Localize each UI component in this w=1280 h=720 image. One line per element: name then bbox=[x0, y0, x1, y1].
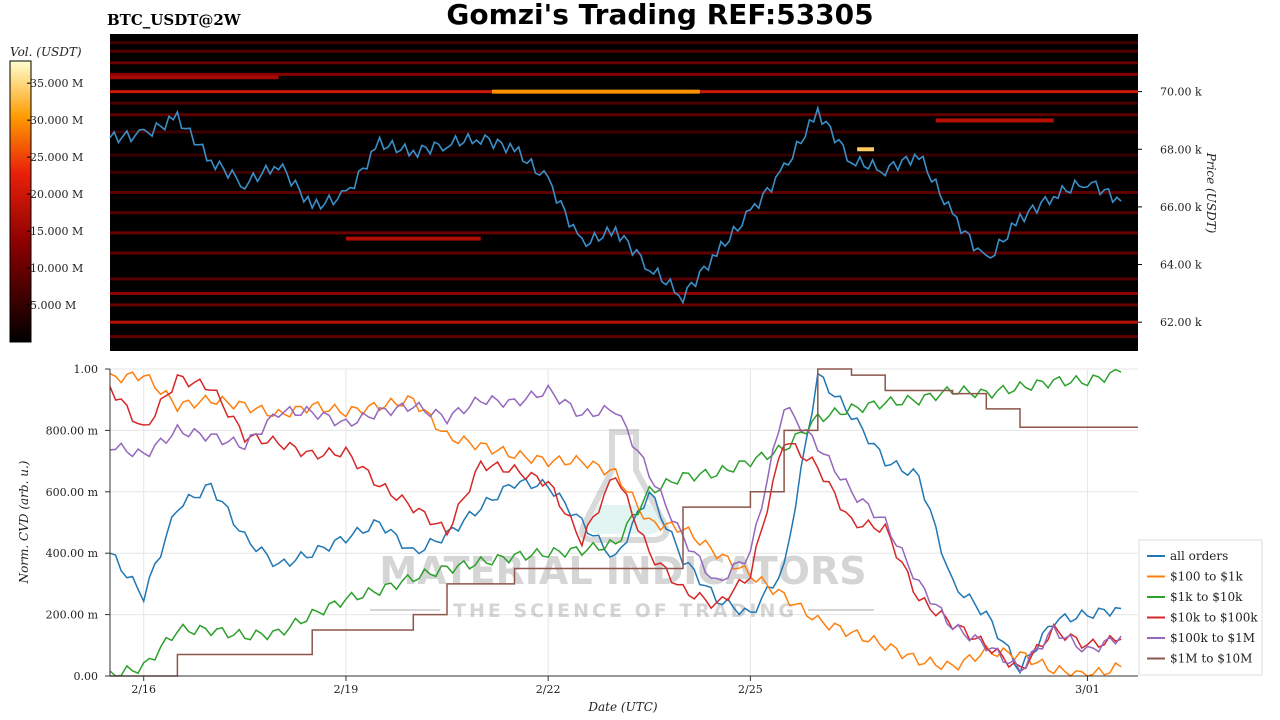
cvd-x-tick-label: 2/22 bbox=[536, 683, 561, 696]
colorbar-tick-label: 5.000 M bbox=[30, 299, 76, 312]
legend-entry-label: $100 to $1k bbox=[1170, 570, 1243, 584]
watermark-line1: MATERIAL INDICATORS bbox=[379, 549, 866, 593]
flask-liquid bbox=[589, 505, 661, 534]
heatmap-band bbox=[110, 130, 1138, 134]
cvd-series-line bbox=[109, 372, 1122, 675]
heatmap-band bbox=[110, 303, 1138, 307]
watermark-line2: THE SCIENCE OF TRADING bbox=[453, 600, 797, 622]
colorbar-label: Vol. (USDT) bbox=[10, 45, 82, 59]
heatmap-band bbox=[110, 72, 1138, 76]
cvd-series-line bbox=[109, 371, 1122, 677]
cvd-y-tick-label: 1.00 bbox=[74, 363, 99, 376]
colorbar-tick-label: 25.000 M bbox=[30, 151, 83, 164]
heatmap-band bbox=[110, 320, 1138, 324]
cvd-series-line bbox=[110, 368, 1138, 677]
legend-entry-label: $100k to $1M bbox=[1170, 631, 1255, 645]
colorbar-tick-label: 35.000 M bbox=[30, 77, 83, 90]
legend-box bbox=[1138, 539, 1263, 676]
heatmap-band bbox=[110, 291, 1138, 295]
heatmap-band bbox=[110, 231, 1138, 235]
legend-entry-label: $1M to $10M bbox=[1170, 652, 1252, 666]
colorbar-tick-label: 15.000 M bbox=[30, 225, 83, 238]
cvd-panel: MATERIAL INDICATORS THE SCIENCE OF TRADI… bbox=[17, 363, 1263, 714]
price-tick-label: 62.00 k bbox=[1160, 316, 1202, 329]
heatmap-hotspot bbox=[110, 75, 279, 80]
cvd-y-tick-label: 200.00 m bbox=[46, 609, 99, 622]
heatmap-hotspot bbox=[491, 89, 700, 94]
symbol-label: BTC_USDT@2W bbox=[107, 11, 242, 29]
cvd-x-tick-label: 2/19 bbox=[334, 683, 359, 696]
cvd-y-tick-label: 400.00 m bbox=[46, 547, 99, 560]
heatmap-panel: 62.00 k 64.00 k 66.00 k 68.00 k 70.00 k Pric… bbox=[109, 34, 1218, 351]
heatmap-band bbox=[110, 113, 1138, 117]
colorbar-gradient bbox=[9, 60, 32, 343]
legend: all orders $100 to $1k $1k to $10k $10k to … bbox=[1138, 539, 1263, 676]
heatmap-hotspot bbox=[935, 118, 1054, 123]
heatmap-band bbox=[110, 251, 1138, 255]
heatmap-band bbox=[110, 49, 1138, 53]
colorbar-tick-label: 30.000 M bbox=[30, 114, 83, 127]
heatmap-hotspot bbox=[345, 236, 481, 241]
cvd-series-line bbox=[109, 383, 1122, 673]
cvd-x-tick-label: 2/16 bbox=[131, 683, 156, 696]
price-tick-label: 66.00 k bbox=[1160, 201, 1202, 214]
date-axis-label: Date (UTC) bbox=[587, 700, 657, 714]
heatmap-hotspot bbox=[857, 147, 874, 152]
legend-entry-label: all orders bbox=[1170, 549, 1228, 563]
heatmap-band bbox=[110, 335, 1138, 339]
cvd-y-tick-label: 800.00 m bbox=[46, 424, 99, 437]
heatmap-band bbox=[110, 211, 1138, 215]
legend-entry-label: $10k to $100k bbox=[1170, 611, 1258, 625]
price-tick-label: 64.00 k bbox=[1160, 259, 1202, 272]
price-tick-label: 70.00 k bbox=[1160, 86, 1202, 99]
cvd-x-tick-label: 3/01 bbox=[1075, 683, 1100, 696]
colorbar: Vol. (USDT) 5.000 M 10.000 M 15.000 M 20.00… bbox=[9, 45, 83, 343]
heatmap-band bbox=[110, 61, 1138, 65]
legend-entry-label: $1k to $10k bbox=[1170, 590, 1243, 604]
price-axis-label: Price (USDT) bbox=[1204, 152, 1218, 234]
heatmap-band bbox=[110, 101, 1138, 105]
cvd-axis-label: Norm. CVD (arb. u.) bbox=[17, 460, 31, 584]
heatmap-band bbox=[110, 277, 1138, 281]
heatmap-band bbox=[110, 41, 1138, 45]
price-line bbox=[109, 105, 1122, 305]
heatmap-band bbox=[110, 170, 1138, 174]
cvd-y-tick-label: 600.00 m bbox=[46, 486, 99, 499]
heatmap-band bbox=[110, 153, 1138, 157]
price-tick-label: 68.00 k bbox=[1160, 143, 1202, 156]
chart-title: Gomzi's Trading REF:53305 bbox=[446, 0, 873, 31]
heatmap-band bbox=[110, 191, 1138, 194]
colorbar-tick-label: 20.000 M bbox=[30, 188, 83, 201]
cvd-y-tick-label: 0.00 bbox=[74, 670, 99, 683]
cvd-x-tick-label: 2/25 bbox=[738, 683, 763, 696]
colorbar-tick-label: 10.000 M bbox=[30, 262, 83, 275]
